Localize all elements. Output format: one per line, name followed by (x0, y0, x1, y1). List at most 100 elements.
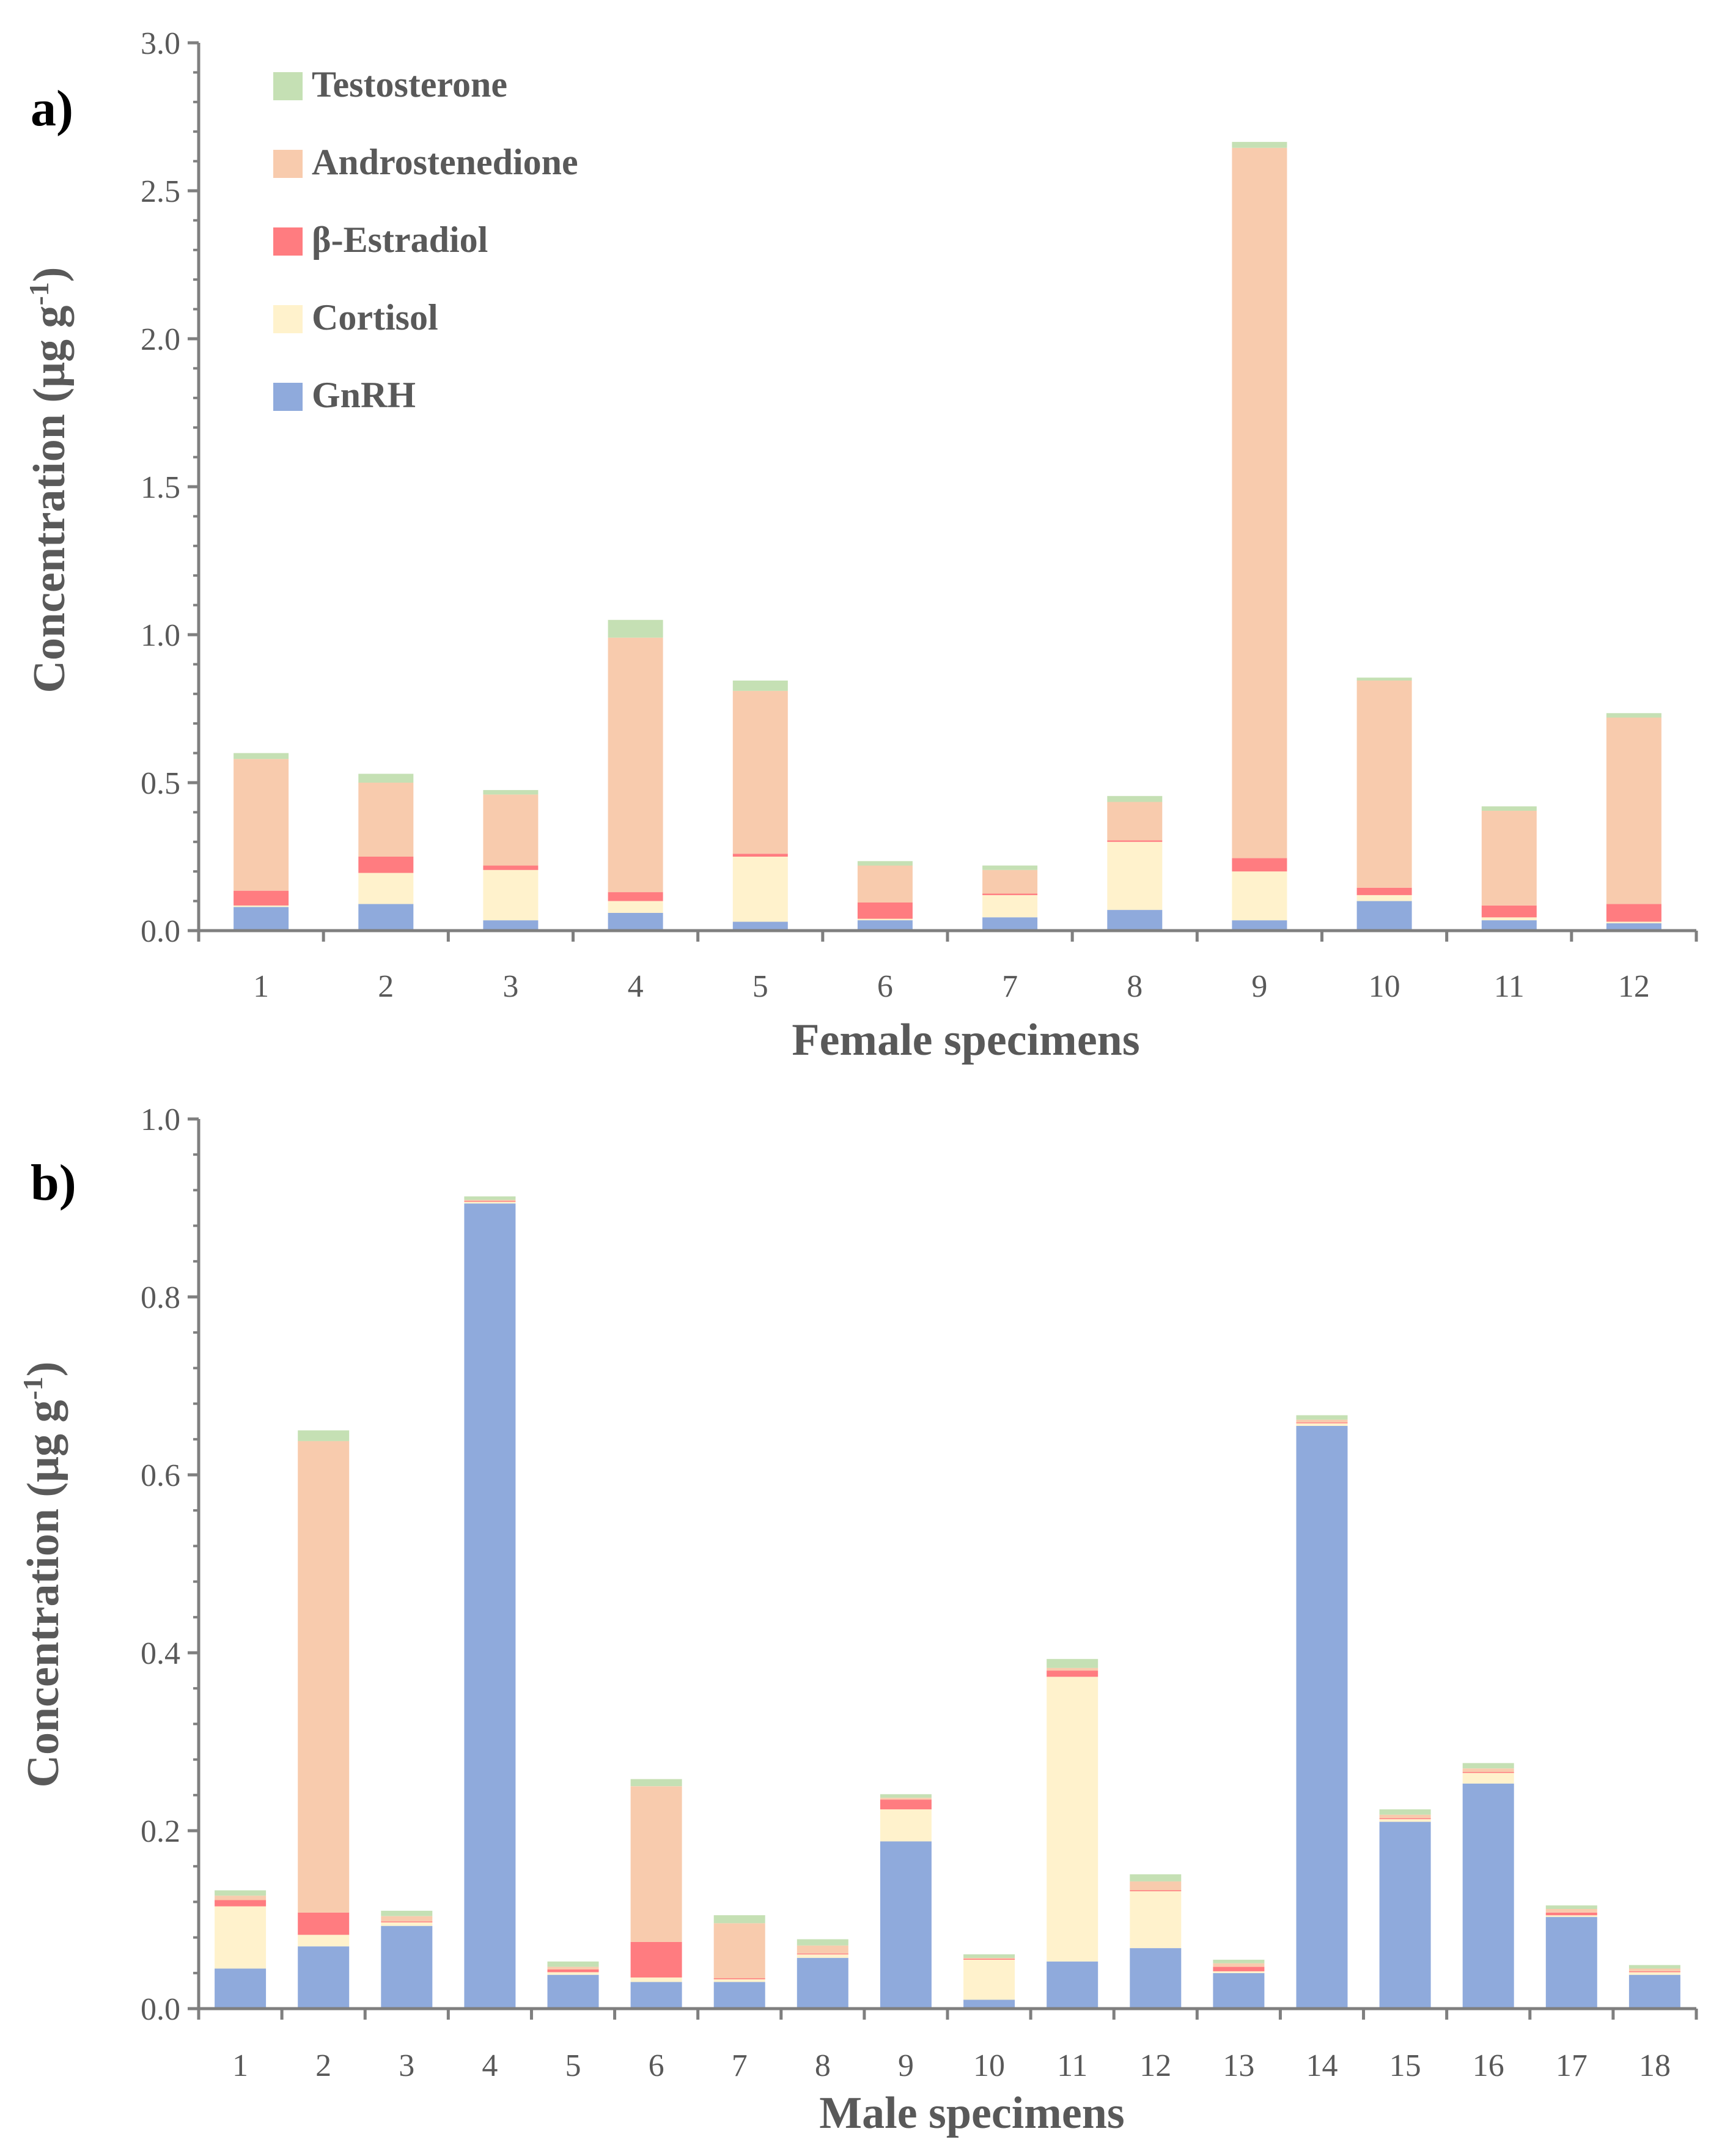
x-tick-label-male: 18 (1639, 2048, 1671, 2083)
bar-male-11-gnrh (1047, 1961, 1098, 2009)
bar-female-8-gnrh (1107, 910, 1163, 931)
bar-female-5-androstenedione (732, 691, 788, 854)
panel-label-a: a) (31, 80, 73, 137)
legend-swatch (273, 72, 303, 100)
bar-female-4-estradiol (608, 892, 663, 901)
x-tick-label-female: 7 (1002, 969, 1018, 1004)
bar-female-8-androstenedione (1107, 802, 1163, 841)
bar-male-1-testosterone (215, 1890, 267, 1896)
x-tick-label-male: 7 (732, 2048, 748, 2083)
bar-male-16-testosterone (1462, 1763, 1514, 1769)
bar-male-18-gnrh (1628, 1974, 1680, 2009)
bar-male-18-androstenedione (1628, 1968, 1680, 1971)
bar-male-8-testosterone (797, 1939, 848, 1946)
bar-female-12-gnrh (1606, 923, 1661, 931)
bars-female (234, 142, 1661, 931)
bar-male-13-estradiol (1213, 1966, 1265, 1971)
bar-male-6-androstenedione (630, 1786, 682, 1942)
x-tick-label-female: 6 (877, 969, 893, 1004)
y-axis-title-female-close: ) (24, 267, 75, 282)
legend-swatch (273, 150, 303, 178)
bar-female-4-testosterone (608, 619, 663, 638)
y-tick-label-female: 1.5 (141, 470, 180, 505)
y-tick-label-female: 2.0 (141, 322, 180, 357)
bars-male (215, 1196, 1680, 2009)
bar-male-1-gnrh (215, 1968, 267, 2009)
bar-male-3-estradiol (381, 1921, 433, 1922)
axes-female: 0.00.51.01.52.02.53.01 2 3 4 5 6 7 8 9 10 11 12 (141, 26, 1698, 1004)
bar-male-18-estradiol (1628, 1971, 1680, 1973)
bar-male-14-androstenedione (1296, 1419, 1348, 1423)
bar-female-6-estradiol (857, 903, 913, 919)
x-tick-label-female: 4 (628, 969, 644, 1004)
x-tick-label-female: 5 (752, 969, 768, 1004)
bar-male-15-estradiol (1379, 1818, 1431, 1820)
y-tick-label-female: 2.5 (141, 174, 180, 209)
bar-male-11-testosterone (1047, 1659, 1098, 1668)
bar-male-4-testosterone (464, 1196, 516, 1200)
bar-female-6-androstenedione (857, 865, 913, 903)
bar-male-3-testosterone (381, 1910, 433, 1916)
x-tick-label-female: 8 (1127, 969, 1142, 1004)
bar-male-3-cortisol (381, 1922, 433, 1926)
bar-male-17-gnrh (1545, 1917, 1597, 2009)
legend-swatch (273, 227, 303, 256)
x-tick-label-male: 3 (399, 2048, 414, 2083)
bar-female-2-gnrh (358, 904, 414, 931)
x-tick-label-female: 10 (1369, 969, 1400, 1004)
x-tick-label-female: 11 (1494, 969, 1525, 1004)
bar-female-11-androstenedione (1481, 811, 1537, 906)
bar-male-2-cortisol (298, 1935, 350, 1947)
x-tick-label-male: 8 (815, 2048, 831, 2083)
bar-male-13-androstenedione (1213, 1963, 1265, 1967)
bar-male-9-androstenedione (880, 1798, 932, 1800)
bar-male-18-testosterone (1628, 1965, 1680, 1969)
bar-male-8-gnrh (797, 1958, 848, 2009)
bar-female-11-testosterone (1481, 806, 1537, 811)
bar-male-1-cortisol (215, 1906, 267, 1969)
bar-female-5-testosterone (732, 681, 788, 691)
bar-male-15-androstenedione (1379, 1814, 1431, 1818)
bar-male-16-estradiol (1462, 1772, 1514, 1773)
bar-female-1-gnrh (234, 907, 289, 931)
bar-female-10-gnrh (1356, 901, 1412, 931)
y-axis-title-female-main: Concentration (μg g (24, 306, 75, 693)
bar-female-12-cortisol (1606, 921, 1661, 923)
y-axis-title-male: Concentration (μg g-1) (17, 1362, 68, 1788)
y-axis-title-male-sup: -1 (17, 1376, 48, 1400)
x-tick-label-male: 2 (315, 2048, 331, 2083)
bar-male-11-androstenedione (1047, 1667, 1098, 1671)
bar-male-18-cortisol (1628, 1972, 1680, 1975)
x-tick-label-male: 15 (1389, 2048, 1421, 2083)
bar-male-16-androstenedione (1462, 1768, 1514, 1772)
bar-female-1-estradiol (234, 890, 289, 906)
x-tick-label-male: 14 (1306, 2048, 1338, 2083)
bar-male-17-androstenedione (1545, 1909, 1597, 1913)
bar-male-5-testosterone (547, 1961, 599, 1967)
bar-male-13-testosterone (1213, 1960, 1265, 1963)
y-tick-label-female: 0.5 (141, 766, 180, 801)
bar-male-3-androstenedione (381, 1916, 433, 1922)
bar-female-3-androstenedione (483, 794, 539, 866)
bar-female-11-gnrh (1481, 920, 1537, 931)
legend: Testosterone Androstenedione β-Estradiol Co… (273, 64, 578, 415)
bar-female-3-gnrh (483, 920, 539, 931)
bar-female-9-cortisol (1232, 871, 1287, 921)
bar-male-2-testosterone (298, 1430, 350, 1441)
y-axis-title-female: Concentration (μg g-1) (23, 267, 75, 693)
bar-male-16-gnrh (1462, 1783, 1514, 2009)
bar-female-2-cortisol (358, 873, 414, 904)
bar-male-12-gnrh (1130, 1948, 1182, 2009)
legend-label: GnRH (312, 375, 416, 415)
x-tick-label-female: 2 (378, 969, 394, 1004)
bar-female-9-androstenedione (1232, 147, 1287, 858)
bar-female-5-estradiol (732, 854, 788, 857)
bar-male-14-cortisol (1296, 1423, 1348, 1426)
bar-male-13-cortisol (1213, 1971, 1265, 1973)
bar-male-8-cortisol (797, 1954, 848, 1958)
bar-female-2-androstenedione (358, 783, 414, 857)
bar-female-4-cortisol (608, 901, 663, 913)
x-axis-title-female: Female specimens (792, 1015, 1139, 1065)
bar-male-7-gnrh (713, 1982, 765, 2009)
bar-female-3-testosterone (483, 790, 539, 795)
